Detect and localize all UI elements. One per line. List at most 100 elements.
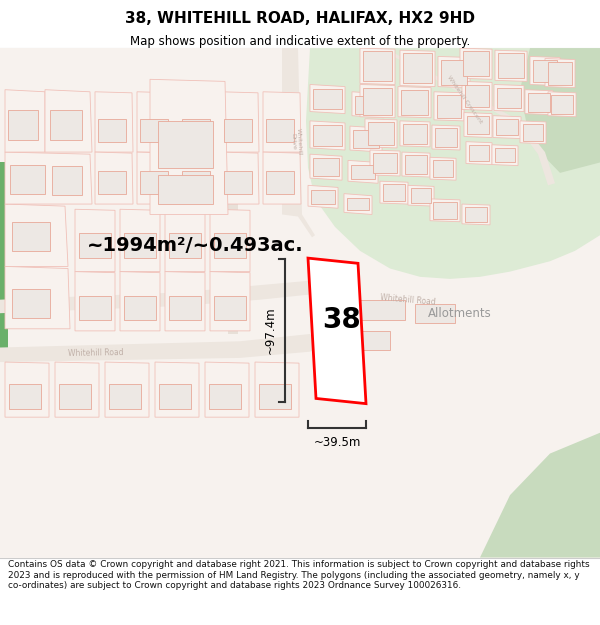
Bar [405, 155, 427, 174]
Polygon shape [520, 121, 546, 144]
Polygon shape [255, 362, 299, 417]
Polygon shape [400, 121, 430, 147]
Bar [465, 84, 489, 107]
Bar [347, 198, 369, 210]
Bar [411, 189, 431, 203]
Bar [182, 171, 210, 194]
Polygon shape [75, 272, 115, 331]
Polygon shape [5, 90, 45, 152]
Polygon shape [480, 432, 600, 558]
Polygon shape [548, 92, 576, 117]
Bar [224, 119, 252, 142]
Text: Contains OS data © Crown copyright and database right 2021. This information is : Contains OS data © Crown copyright and d… [8, 560, 589, 590]
Bar [12, 222, 50, 251]
Polygon shape [137, 92, 175, 152]
Polygon shape [545, 59, 575, 88]
Bar [12, 289, 50, 318]
Polygon shape [120, 209, 160, 272]
Bar [313, 89, 342, 109]
Bar [59, 384, 91, 409]
Polygon shape [5, 266, 70, 329]
Bar [383, 184, 405, 201]
Polygon shape [434, 92, 464, 121]
Bar [109, 384, 141, 409]
Text: Map shows position and indicative extent of the property.: Map shows position and indicative extent… [130, 34, 470, 48]
Polygon shape [400, 50, 435, 87]
Bar [523, 124, 543, 141]
Bar [403, 53, 432, 84]
Text: Whitehill Crescent: Whitehill Crescent [446, 75, 484, 125]
Polygon shape [155, 362, 199, 417]
Polygon shape [408, 186, 434, 206]
Bar [548, 62, 572, 84]
Polygon shape [263, 152, 301, 204]
Bar [266, 119, 294, 142]
Polygon shape [95, 152, 133, 204]
Bar [228, 126, 238, 334]
Bar [415, 304, 455, 322]
Bar [313, 125, 342, 146]
Polygon shape [5, 362, 49, 417]
Bar [360, 300, 405, 321]
Polygon shape [494, 84, 524, 111]
Polygon shape [263, 92, 301, 152]
Polygon shape [165, 272, 205, 331]
Bar [311, 189, 335, 204]
Bar [313, 158, 339, 176]
Polygon shape [430, 158, 456, 180]
Bar [98, 119, 126, 142]
Polygon shape [55, 362, 99, 417]
Bar [403, 124, 427, 144]
Polygon shape [221, 92, 259, 152]
Text: Whitehill
Drive: Whitehill Drive [290, 127, 302, 156]
Bar [498, 53, 524, 78]
Polygon shape [165, 209, 205, 272]
Bar [214, 296, 246, 321]
Bar [209, 384, 241, 409]
Bar [437, 95, 461, 118]
Bar [10, 164, 45, 194]
Bar [441, 59, 467, 84]
Bar [533, 59, 557, 82]
Bar [266, 171, 294, 194]
Text: ~1994m²/~0.493ac.: ~1994m²/~0.493ac. [86, 236, 304, 255]
Bar [469, 145, 489, 161]
Polygon shape [398, 87, 431, 118]
Bar [259, 384, 291, 409]
Bar [496, 119, 518, 136]
Text: Whitehill Road: Whitehill Road [68, 348, 124, 358]
Polygon shape [0, 334, 320, 362]
Text: ~39.5m: ~39.5m [313, 436, 361, 449]
Polygon shape [462, 204, 490, 225]
Polygon shape [460, 48, 492, 79]
Polygon shape [492, 145, 518, 166]
Polygon shape [438, 56, 470, 88]
Polygon shape [370, 150, 400, 176]
Text: 38, WHITEHILL ROAD, HALIFAX, HX2 9HD: 38, WHITEHILL ROAD, HALIFAX, HX2 9HD [125, 11, 475, 26]
Bar [497, 88, 521, 108]
Polygon shape [495, 50, 527, 81]
Polygon shape [462, 81, 492, 111]
Bar [124, 296, 156, 321]
Bar [355, 96, 381, 114]
Polygon shape [350, 126, 382, 152]
Polygon shape [380, 181, 408, 204]
Polygon shape [75, 209, 115, 272]
Polygon shape [432, 125, 460, 150]
Bar [551, 95, 573, 114]
Polygon shape [308, 258, 366, 404]
Polygon shape [179, 92, 217, 152]
Bar [363, 51, 392, 81]
Bar [140, 119, 168, 142]
Polygon shape [493, 116, 521, 139]
Bar [50, 111, 82, 139]
Bar [351, 164, 375, 179]
Polygon shape [308, 186, 338, 208]
Polygon shape [150, 79, 228, 214]
Polygon shape [95, 92, 133, 152]
Polygon shape [310, 121, 345, 150]
Polygon shape [0, 162, 8, 349]
Polygon shape [45, 90, 92, 152]
Bar [182, 119, 210, 142]
Polygon shape [368, 48, 555, 186]
